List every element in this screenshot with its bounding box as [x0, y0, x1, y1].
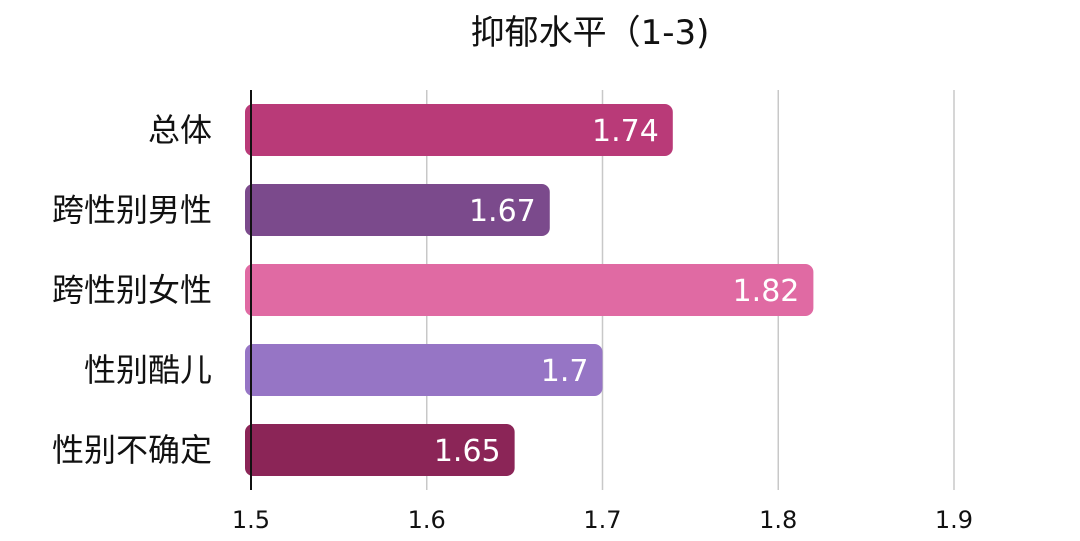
x-tick-label: 1.7	[583, 506, 621, 534]
category-label: 性别不确定	[52, 431, 212, 469]
bars: 1.74 1.67 1.82 1.7 1.65	[245, 104, 814, 476]
x-tick-labels: 1.5 1.6 1.7 1.8 1.9	[232, 506, 973, 534]
bar	[245, 104, 673, 156]
x-tick-label: 1.9	[935, 506, 973, 534]
x-tick-label: 1.8	[759, 506, 797, 534]
bar-value-label: 1.65	[434, 434, 501, 469]
bar-value-label: 1.7	[541, 354, 589, 389]
bar	[245, 344, 603, 396]
bar	[245, 184, 550, 236]
bar-value-label: 1.74	[592, 114, 659, 149]
category-label: 性别酷儿	[84, 351, 212, 389]
bar	[245, 424, 515, 476]
category-label: 跨性别男性	[52, 191, 212, 229]
chart-title: 抑郁水平（1-3)	[471, 13, 710, 53]
bar-value-label: 1.67	[469, 194, 536, 229]
bar	[245, 264, 814, 316]
category-label: 跨性别女性	[52, 271, 212, 309]
bar-value-label: 1.82	[733, 274, 800, 309]
x-tick-label: 1.6	[408, 506, 446, 534]
x-tick-label: 1.5	[232, 506, 270, 534]
category-label: 总体	[148, 111, 212, 149]
